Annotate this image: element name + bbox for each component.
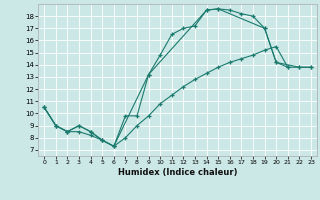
X-axis label: Humidex (Indice chaleur): Humidex (Indice chaleur): [118, 168, 237, 177]
